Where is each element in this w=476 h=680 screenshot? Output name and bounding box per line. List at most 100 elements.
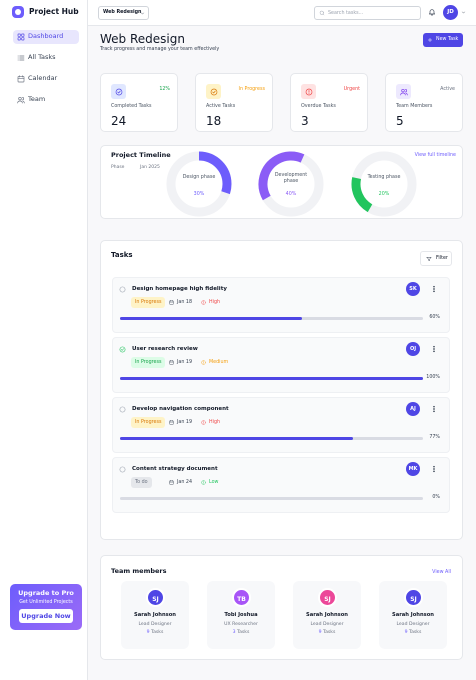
assignee-avatar: AJ — [406, 402, 420, 416]
stat-label: Team Members — [396, 104, 433, 109]
task-menu[interactable] — [433, 288, 435, 290]
filter-label[interactable]: Filter — [436, 256, 448, 261]
member-tasks: 9 Tasks — [293, 630, 361, 636]
search-box[interactable]: Search tasks... — [314, 6, 421, 20]
project-name[interactable]: Web Redesign — [103, 10, 142, 15]
nav-icon — [17, 37, 21, 41]
nav-label[interactable]: Dashboard — [28, 32, 64, 40]
notification-bell[interactable] — [428, 8, 436, 16]
member-task-count: 9 — [318, 630, 322, 635]
plus-icon — [428, 38, 432, 42]
team-card: Team members View All SJ Sarah Johnson Lead … — [100, 555, 463, 660]
stat-label: Overdue Tasks — [301, 104, 336, 109]
stat-icon-box — [206, 84, 221, 99]
task-menu[interactable] — [430, 405, 438, 413]
nav-item[interactable]: All Tasks — [13, 51, 79, 65]
stat-icon — [210, 88, 217, 95]
date-icon — [169, 300, 174, 305]
task-priority: Medium — [209, 360, 229, 365]
user-avatar[interactable]: JD — [443, 5, 458, 20]
task-menu[interactable] — [433, 465, 435, 468]
task-menu[interactable] — [433, 405, 435, 408]
member-avatar: SJ — [404, 588, 423, 607]
stat-icon — [116, 90, 121, 93]
task-checkbox[interactable] — [119, 286, 126, 293]
task-title: Develop navigation component — [132, 406, 229, 412]
date-icon — [169, 480, 174, 483]
task-status: In Progress — [131, 417, 166, 428]
timeline-link[interactable]: View full timeline — [414, 153, 456, 158]
member-role: UX Researcher — [224, 622, 258, 627]
task-menu[interactable] — [433, 290, 435, 293]
stat-icon — [400, 88, 405, 92]
avatar-chevron[interactable] — [462, 11, 465, 14]
brand: Project Hub — [29, 7, 79, 16]
task-menu[interactable] — [433, 285, 435, 288]
date-icon — [169, 360, 174, 363]
page-title: Web Redesign — [100, 32, 185, 46]
stat-badge: Urgent — [343, 87, 360, 92]
phase-donut — [166, 151, 232, 217]
nav-label[interactable]: Calendar — [28, 74, 58, 82]
task-menu[interactable] — [433, 470, 435, 473]
task-checkbox[interactable] — [119, 406, 126, 413]
task-checkbox[interactable] — [119, 466, 126, 473]
phase-name: Development phase — [274, 173, 308, 184]
notification-bell[interactable] — [429, 9, 435, 16]
phase-name: Design phase — [182, 175, 216, 180]
task-check-done[interactable] — [119, 346, 126, 353]
member-avatar: TB — [232, 588, 251, 607]
task-checkbox[interactable] — [119, 466, 126, 473]
team-link[interactable]: View All — [432, 570, 451, 575]
stat-card: 12% Completed Tasks 24 — [100, 73, 178, 132]
stat-icon — [115, 88, 122, 95]
nav-item[interactable]: Dashboard — [13, 30, 79, 44]
task-title: Design homepage high fidelity — [132, 286, 227, 292]
stat-value: 18 — [206, 114, 222, 128]
stat-icon-box — [301, 84, 316, 99]
task-menu[interactable] — [430, 285, 438, 293]
nav-item[interactable]: Calendar — [13, 72, 79, 86]
stat-card: Urgent Overdue Tasks 3 — [290, 73, 368, 132]
task-status: In Progress — [131, 297, 166, 308]
search-placeholder[interactable]: Search tasks... — [328, 10, 364, 16]
task-menu[interactable] — [433, 410, 435, 413]
stat-value: 5 — [396, 114, 404, 128]
task-menu[interactable] — [433, 350, 435, 353]
progress-label: 60% — [429, 315, 440, 320]
nav-icon — [17, 75, 25, 83]
member-name: Sarah Johnson — [133, 612, 177, 618]
nav-icon — [17, 33, 21, 37]
stat-label: Completed Tasks — [111, 104, 152, 109]
project-dropdown[interactable]: Web Redesign — [98, 6, 149, 20]
stat-icon — [211, 90, 216, 93]
task-check-done[interactable] — [119, 346, 126, 353]
task-menu[interactable] — [433, 345, 435, 348]
upgrade-button[interactable]: Upgrade Now — [19, 609, 73, 623]
member-task-count: 3 — [232, 630, 236, 635]
nav-label[interactable]: Team — [28, 95, 46, 103]
phase-donut — [351, 151, 417, 217]
member-tasks: 3 Tasks — [207, 630, 275, 636]
nav-icon — [18, 97, 22, 101]
nav-item[interactable]: Team — [13, 93, 79, 107]
task-check-done[interactable] — [121, 348, 124, 351]
date-icon — [169, 420, 174, 425]
task-status: In Progress — [131, 357, 166, 368]
new-task-label[interactable]: New Task — [436, 37, 459, 42]
task-checkbox[interactable] — [119, 406, 126, 413]
nav-label[interactable]: All Tasks — [28, 53, 56, 61]
member-avatar: SJ — [146, 588, 165, 607]
date-icon — [169, 300, 174, 303]
date-icon — [169, 360, 174, 365]
task-menu[interactable] — [430, 465, 438, 473]
task-menu[interactable] — [433, 348, 435, 350]
filter-icon — [426, 257, 432, 261]
avatar-chevron[interactable] — [461, 10, 466, 15]
new-task-button[interactable]: New Task — [423, 33, 463, 47]
task-checkbox[interactable] — [119, 286, 126, 293]
task-menu[interactable] — [433, 468, 435, 470]
task-menu[interactable] — [433, 408, 435, 410]
task-menu[interactable] — [430, 345, 438, 353]
filter-button[interactable]: Filter — [420, 251, 452, 266]
